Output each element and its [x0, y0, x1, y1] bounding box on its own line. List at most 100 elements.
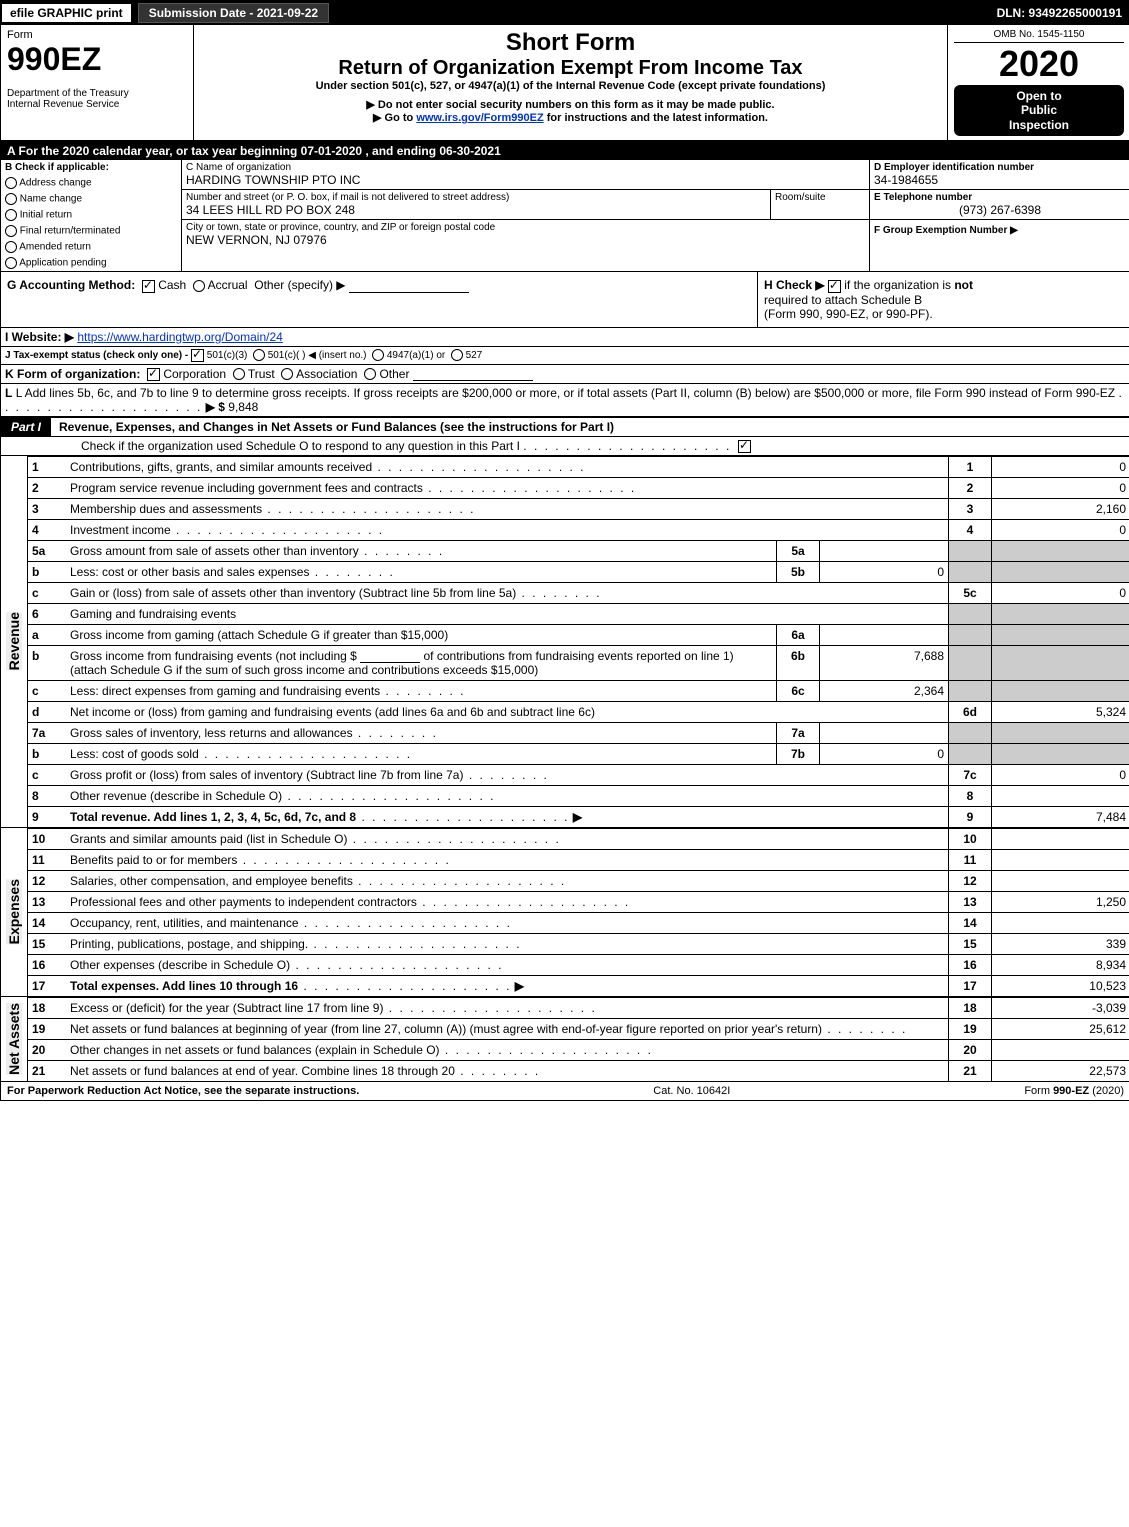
l12-num: 12 — [28, 871, 66, 892]
l13-rn: 13 — [949, 892, 992, 913]
chk-accrual[interactable] — [193, 280, 205, 292]
opt-527: 527 — [466, 350, 483, 361]
other-specify-input[interactable] — [349, 280, 469, 293]
l12-amt — [992, 871, 1129, 892]
note-ssn: ▶ Do not enter social security numbers o… — [200, 98, 941, 111]
chk-amended-return[interactable]: Amended return — [1, 239, 181, 255]
chk-501c[interactable] — [253, 349, 265, 361]
l6c-num: c — [28, 681, 66, 702]
line-1: 1Contributions, gifts, grants, and simil… — [28, 457, 1129, 478]
header-right: OMB No. 1545-1150 2020 Open to Public In… — [947, 25, 1129, 140]
box-g: G Accounting Method: Cash Accrual Other … — [1, 272, 758, 326]
l5c-num: c — [28, 583, 66, 604]
part1-title: Revenue, Expenses, and Changes in Net As… — [59, 420, 614, 434]
chk-schedule-b[interactable] — [828, 280, 841, 293]
chk-final-return[interactable]: Final return/terminated — [1, 223, 181, 239]
header-center: Short Form Return of Organization Exempt… — [194, 25, 947, 140]
other-org-input[interactable] — [413, 368, 533, 381]
header-left: Form 990EZ Department of the Treasury In… — [1, 25, 194, 140]
l14-dots — [299, 916, 512, 930]
l7b-num: b — [28, 744, 66, 765]
line-6d: dNet income or (loss) from gaming and fu… — [28, 702, 1129, 723]
chk-527[interactable] — [451, 349, 463, 361]
revenue-label-text: Revenue — [6, 612, 22, 670]
chk-app-pending[interactable]: Application pending — [1, 255, 181, 271]
l20-dots — [440, 1043, 653, 1057]
l-value: 9,848 — [228, 400, 258, 414]
chk-address-change[interactable]: Address change — [1, 175, 181, 191]
l7c-text: Gross profit or (loss) from sales of inv… — [70, 768, 463, 782]
l3-dots — [262, 502, 475, 516]
street-row: Number and street (or P. O. box, if mail… — [182, 190, 869, 220]
website-link[interactable]: https://www.hardingtwp.org/Domain/24 — [77, 330, 282, 344]
l6d-text: Net income or (loss) from gaming and fun… — [66, 702, 949, 723]
l3-num: 3 — [28, 499, 66, 520]
opt-501c3: 501(c)(3) — [207, 350, 248, 361]
accounting-label: G Accounting Method: — [7, 278, 135, 292]
line-15: 15Printing, publications, postage, and s… — [28, 934, 1129, 955]
line-13: 13Professional fees and other payments t… — [28, 892, 1129, 913]
l5b-mamt: 0 — [820, 562, 949, 583]
l11-rn: 11 — [949, 850, 992, 871]
chk-initial-return[interactable]: Initial return — [1, 207, 181, 223]
expenses-side-label: Expenses — [1, 828, 28, 996]
l2-amt: 0 — [992, 478, 1129, 499]
l6b-blank[interactable] — [360, 650, 420, 663]
l13-amt: 1,250 — [992, 892, 1129, 913]
l10-text: Grants and similar amounts paid (list in… — [70, 832, 347, 846]
l3-rn: 3 — [949, 499, 992, 520]
box-f: F Group Exemption Number ▶ — [870, 220, 1129, 238]
l21-num: 21 — [28, 1061, 66, 1082]
box-h: H Check ▶ if the organization is not req… — [758, 272, 1129, 326]
chk-assoc[interactable] — [281, 368, 293, 380]
l-arrow: ▶ $ — [206, 400, 225, 414]
l6a-text: Gross income from gaming (attach Schedul… — [66, 625, 777, 646]
efile-print-button[interactable]: efile GRAPHIC print — [1, 3, 132, 23]
l10-amt — [992, 829, 1129, 850]
phone-value: (973) 267-6398 — [874, 203, 1126, 217]
l20-rn: 20 — [949, 1040, 992, 1061]
chk-501c3[interactable] — [191, 349, 204, 362]
chk-other-org[interactable] — [364, 368, 376, 380]
chk-cash[interactable] — [142, 280, 155, 293]
j-label: J Tax-exempt status (check only one) - — [5, 350, 191, 361]
chk-4947[interactable] — [372, 349, 384, 361]
other-label: Other (specify) ▶ — [254, 278, 345, 292]
l1-dots — [372, 460, 585, 474]
chk-schedule-o[interactable] — [738, 440, 751, 453]
l6b-mn: 6b — [777, 646, 820, 681]
l18-num: 18 — [28, 998, 66, 1019]
chk-name-change[interactable]: Name change — [1, 191, 181, 207]
l6c-rn-shaded — [949, 681, 992, 702]
l15-text: Printing, publications, postage, and shi… — [70, 937, 308, 951]
chk-trust[interactable] — [233, 368, 245, 380]
l7a-dots — [353, 726, 438, 740]
line-21: 21 Net assets or fund balances at end of … — [28, 1061, 1129, 1082]
chk-initial-return-label: Initial return — [20, 210, 72, 221]
irs-link[interactable]: www.irs.gov/Form990EZ — [416, 112, 543, 124]
form-number: 990EZ — [7, 41, 187, 78]
opt-trust: Trust — [248, 367, 275, 381]
l13-dots — [417, 895, 630, 909]
l5a-mn: 5a — [777, 541, 820, 562]
street-label: Number and street (or P. O. box, if mail… — [186, 192, 766, 203]
box-def: D Employer identification number 34-1984… — [870, 160, 1129, 271]
room-label: Room/suite — [775, 192, 865, 203]
l16-amt: 8,934 — [992, 955, 1129, 976]
l10-num: 10 — [28, 829, 66, 850]
revenue-body: 1Contributions, gifts, grants, and simil… — [28, 456, 1129, 827]
submission-date-button[interactable]: Submission Date - 2021-09-22 — [138, 3, 329, 23]
l7a-rn-shaded — [949, 723, 992, 744]
box-j: J Tax-exempt status (check only one) - 5… — [1, 347, 1129, 365]
website-label: I Website: ▶ — [5, 330, 74, 344]
l14-text: Occupancy, rent, utilities, and maintena… — [70, 916, 299, 930]
l21-text: Net assets or fund balances at end of ye… — [70, 1064, 455, 1078]
expenses-body: 10 Grants and similar amounts paid (list … — [28, 828, 1129, 996]
phone-label: E Telephone number — [874, 192, 1126, 203]
l7b-mamt: 0 — [820, 744, 949, 765]
irs-label: Internal Revenue Service — [7, 99, 187, 110]
chk-corp[interactable] — [147, 368, 160, 381]
footer-right: Form 990-EZ (2020) — [1024, 1085, 1124, 1097]
l6d-rn: 6d — [949, 702, 992, 723]
l7a-num: 7a — [28, 723, 66, 744]
